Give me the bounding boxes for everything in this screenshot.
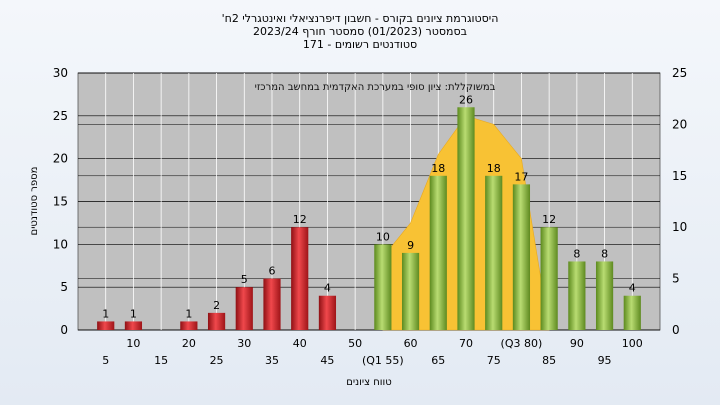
- chart-subtitle-students: סטודנטים רשומים - 171: [303, 38, 417, 51]
- bar: [235, 287, 253, 330]
- bar: [623, 295, 641, 330]
- x-tick-label: 60: [404, 337, 418, 350]
- bar-value-label: 1: [102, 307, 109, 320]
- bar-value-label: 10: [376, 230, 390, 243]
- bar-value-label: 1: [185, 307, 192, 320]
- bar: [568, 261, 586, 330]
- y-tick-label: 0: [60, 323, 68, 337]
- x-axis-title: טווח ציונים: [346, 377, 391, 388]
- x-tick-label: 45: [320, 354, 334, 367]
- x-tick-label: 40: [293, 337, 307, 350]
- y-tick-label: 10: [53, 237, 68, 251]
- bar-value-label: 12: [293, 213, 307, 226]
- x-tick-label: 75: [487, 354, 501, 367]
- bar-value-label: 8: [573, 247, 580, 260]
- y-tick-label: 15: [53, 195, 68, 209]
- bar: [595, 261, 614, 330]
- x-tick-label: 65: [431, 354, 445, 367]
- bar-value-label: 17: [514, 170, 528, 183]
- bar-value-label: 1: [130, 307, 137, 320]
- bar-value-label: 5: [241, 273, 248, 286]
- bar-value-label: 6: [269, 265, 276, 278]
- bar-value-label: 18: [431, 162, 445, 175]
- x-tick-label: 15: [154, 354, 168, 367]
- bar: [540, 227, 558, 330]
- y-tick-label: 5: [60, 280, 68, 294]
- x-tick-label: 90: [570, 337, 584, 350]
- y-tick-label: 25: [53, 109, 68, 123]
- bar-value-label: 4: [324, 282, 331, 295]
- x-tick-label: (Q3 80): [501, 337, 543, 350]
- bar-value-label: 4: [629, 282, 636, 295]
- y2-tick-label: 15: [672, 169, 687, 183]
- bar: [401, 252, 420, 330]
- bar: [512, 184, 531, 330]
- plot-annotation: במשוקללת: ציון סופי במערכת האקדמית במחשב…: [255, 82, 496, 93]
- y2-tick-label: 10: [672, 220, 687, 234]
- x-tick-label: 20: [182, 337, 196, 350]
- bar-value-label: 8: [601, 247, 608, 260]
- y2-tick-label: 0: [672, 323, 680, 337]
- bar-value-label: 2: [213, 299, 220, 312]
- x-tick-label: 35: [265, 354, 279, 367]
- x-tick-label: 25: [210, 354, 224, 367]
- chart-title: היסטוגרמת ציונים בקורס - חשבון דיפרנציאל…: [222, 12, 499, 25]
- axis-ticks: 0510152025300510152025510152025303540455…: [53, 66, 688, 367]
- y2-tick-label: 20: [672, 117, 687, 131]
- y-tick-label: 20: [53, 152, 68, 166]
- chart-subtitle-semester: בסמסטר (01/2023) סמסטר חורף 2023/24: [253, 25, 467, 38]
- x-tick-label: 95: [598, 354, 612, 367]
- bar: [97, 321, 115, 330]
- y-axis-title: מספר סטודנטים: [29, 167, 40, 236]
- bar-value-label: 18: [487, 162, 501, 175]
- bar: [124, 321, 143, 330]
- bar-value-label: 9: [407, 239, 414, 252]
- bar-value-label: 12: [542, 213, 556, 226]
- bar: [485, 175, 503, 330]
- x-tick-label: 30: [237, 337, 251, 350]
- y-tick-label: 30: [53, 66, 68, 80]
- bar: [263, 278, 281, 330]
- y2-tick-label: 25: [672, 66, 687, 80]
- x-tick-label: 10: [126, 337, 140, 350]
- x-tick-label: 100: [622, 337, 643, 350]
- bar-value-label: 26: [459, 93, 473, 106]
- bar: [429, 175, 447, 330]
- bar: [374, 244, 392, 330]
- y2-tick-label: 5: [672, 272, 680, 286]
- bar: [318, 295, 337, 330]
- bar: [291, 227, 309, 330]
- bar: [207, 312, 226, 330]
- x-tick-label: 50: [348, 337, 362, 350]
- x-tick-label: 70: [459, 337, 473, 350]
- x-tick-label: 5: [102, 354, 109, 367]
- bars-layer: [97, 107, 641, 331]
- bar: [457, 107, 475, 331]
- bar: [180, 321, 198, 330]
- gridlines: [78, 72, 660, 331]
- x-tick-label: 85: [542, 354, 556, 367]
- x-tick-label: (Q1 55): [362, 354, 404, 367]
